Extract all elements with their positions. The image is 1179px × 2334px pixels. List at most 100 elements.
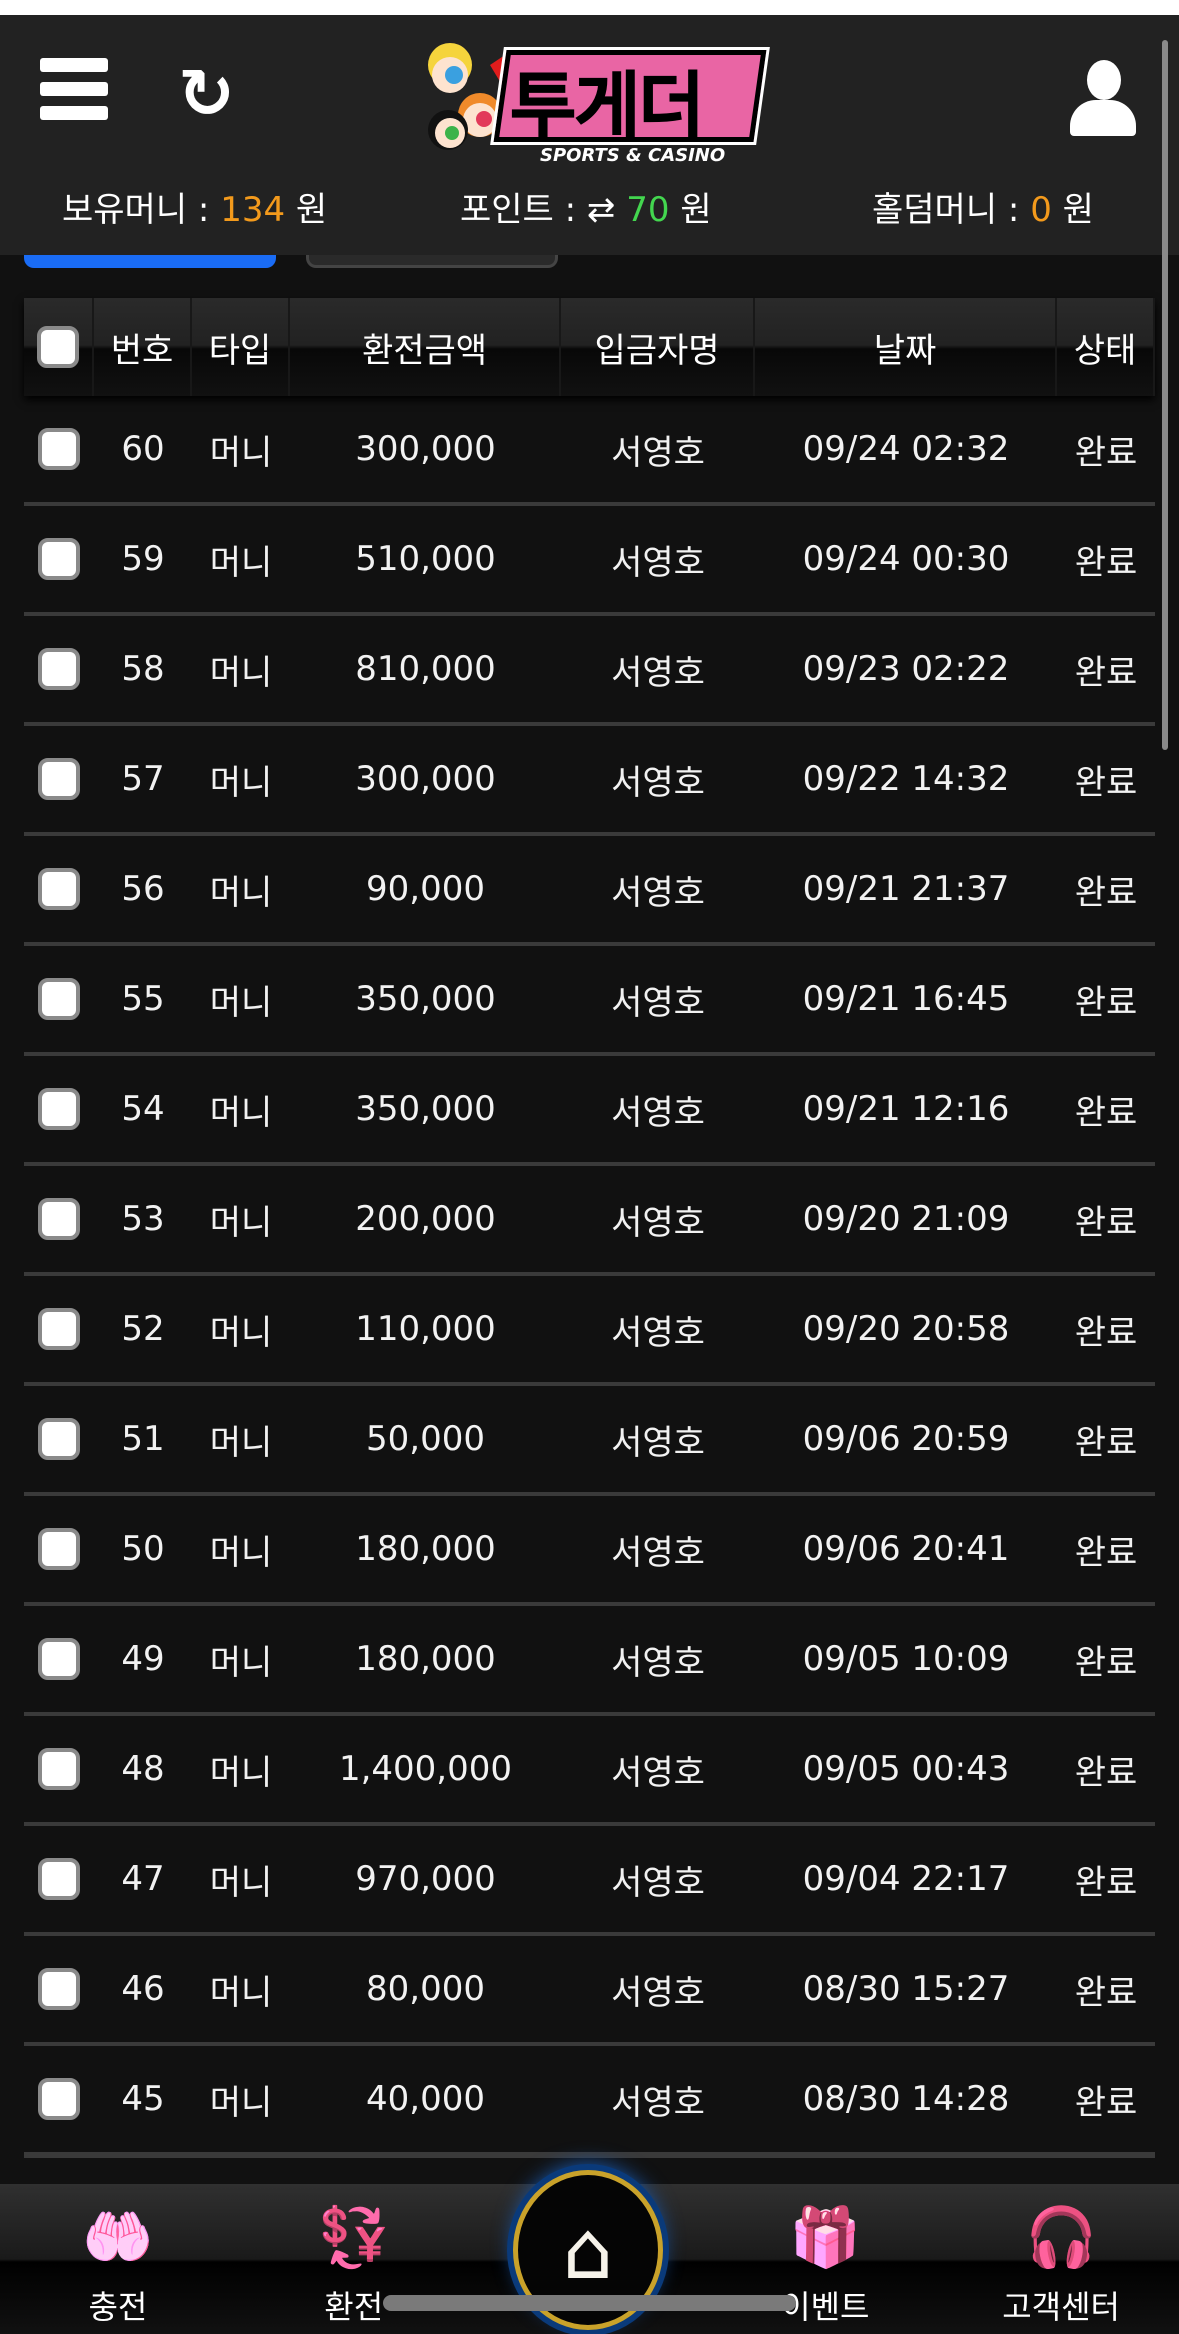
row-checkbox[interactable] [38, 758, 80, 800]
table-row[interactable]: 48 머니 1,400,000 서영호 09/05 00:43 완료 [24, 1716, 1155, 1826]
row-number: 54 [121, 1089, 165, 1129]
table-row[interactable]: 54 머니 350,000 서영호 09/21 12:16 완료 [24, 1056, 1155, 1166]
point-stat: 포인트 : ⇄ 70 원 [460, 185, 712, 235]
row-status: 완료 [1074, 2082, 1138, 2123]
row-checkbox[interactable] [38, 1528, 80, 1570]
row-checkbox[interactable] [38, 1308, 80, 1350]
divider [24, 2154, 1155, 2158]
row-type: 머니 [209, 1862, 273, 1903]
table-row[interactable]: 52 머니 110,000 서영호 09/20 20:58 완료 [24, 1276, 1155, 1386]
user-icon[interactable] [1070, 60, 1136, 136]
table-row[interactable]: 56 머니 90,000 서영호 09/21 21:37 완료 [24, 836, 1155, 946]
row-number: 51 [121, 1419, 165, 1459]
row-date: 09/21 21:37 [802, 869, 1010, 909]
table-row[interactable]: 50 머니 180,000 서영호 09/06 20:41 완료 [24, 1496, 1155, 1606]
refresh-icon[interactable]: ↻ [178, 55, 235, 134]
point-label: 포인트 : [460, 190, 577, 230]
row-date: 08/30 14:28 [802, 2079, 1010, 2119]
balance-label: 보유머니 : [62, 190, 210, 230]
row-checkbox[interactable] [38, 1198, 80, 1240]
row-depositor: 서영호 [611, 1092, 705, 1133]
table-row[interactable]: 49 머니 180,000 서영호 09/05 10:09 완료 [24, 1606, 1155, 1716]
row-amount: 350,000 [355, 1089, 496, 1129]
exchange-icon[interactable]: ⇄ [586, 190, 616, 230]
row-date: 09/21 16:45 [802, 979, 1010, 1019]
row-checkbox[interactable] [38, 1748, 80, 1790]
row-status: 완료 [1074, 1532, 1138, 1573]
nav-item-hand-coin[interactable]: 🤲 충전 [0, 2184, 236, 2334]
select-all-checkbox[interactable] [37, 326, 79, 368]
gift-icon: 🎁 [789, 2203, 862, 2271]
col-type: 타입 [192, 298, 290, 396]
row-number: 52 [121, 1309, 165, 1349]
point-unit: 원 [680, 190, 712, 230]
row-checkbox[interactable] [38, 978, 80, 1020]
row-checkbox[interactable] [38, 1088, 80, 1130]
nav-label: 고객센터 [1002, 2288, 1120, 2326]
menu-icon[interactable] [40, 58, 108, 120]
row-checkbox[interactable] [38, 2078, 80, 2120]
row-depositor: 서영호 [611, 872, 705, 913]
row-date: 09/04 22:17 [802, 1859, 1010, 1899]
row-amount: 110,000 [355, 1309, 496, 1349]
row-number: 48 [121, 1749, 165, 1789]
status-bar [0, 0, 1179, 15]
nav-item-coin-exchange[interactable]: 💱 환전 [236, 2184, 472, 2334]
row-number: 53 [121, 1199, 165, 1239]
table-row[interactable]: 58 머니 810,000 서영호 09/23 02:22 완료 [24, 616, 1155, 726]
row-status: 완료 [1074, 1642, 1138, 1683]
table-body: 60 머니 300,000 서영호 09/24 02:32 완료 59 머니 5… [24, 396, 1155, 2156]
table-row[interactable]: 57 머니 300,000 서영호 09/22 14:32 완료 [24, 726, 1155, 836]
table-row[interactable]: 59 머니 510,000 서영호 09/24 00:30 완료 [24, 506, 1155, 616]
row-type: 머니 [209, 1752, 273, 1793]
row-amount: 180,000 [355, 1529, 496, 1569]
row-amount: 40,000 [366, 2079, 485, 2119]
row-depositor: 서영호 [611, 762, 705, 803]
row-depositor: 서영호 [611, 1202, 705, 1243]
row-date: 09/20 20:58 [802, 1309, 1010, 1349]
row-checkbox[interactable] [38, 1638, 80, 1680]
table-row[interactable]: 45 머니 40,000 서영호 08/30 14:28 완료 [24, 2046, 1155, 2156]
row-number: 46 [121, 1969, 165, 2009]
logo-text: 투게더 [510, 64, 706, 149]
table-row[interactable]: 47 머니 970,000 서영호 09/04 22:17 완료 [24, 1826, 1155, 1936]
row-amount: 200,000 [355, 1199, 496, 1239]
table-row[interactable]: 60 머니 300,000 서영호 09/24 02:32 완료 [24, 396, 1155, 506]
row-number: 47 [121, 1859, 165, 1899]
row-checkbox[interactable] [38, 648, 80, 690]
nav-item-gift[interactable]: 🎁 이벤트 [707, 2184, 943, 2334]
row-depositor: 서영호 [611, 652, 705, 693]
scrollbar[interactable] [1162, 40, 1168, 750]
row-date: 09/06 20:59 [802, 1419, 1010, 1459]
row-amount: 300,000 [355, 429, 496, 469]
logo[interactable]: 투게더 SPORTS & CASINO [410, 35, 770, 166]
row-number: 57 [121, 759, 165, 799]
row-number: 49 [121, 1639, 165, 1679]
nav-label: 충전 [88, 2288, 148, 2326]
row-checkbox[interactable] [38, 1418, 80, 1460]
table-row[interactable]: 55 머니 350,000 서영호 09/21 16:45 완료 [24, 946, 1155, 1056]
row-checkbox[interactable] [38, 1858, 80, 1900]
row-date: 08/30 15:27 [802, 1969, 1010, 2009]
nav-label: 환전 [324, 2288, 384, 2326]
row-type: 머니 [209, 1092, 273, 1133]
table-row[interactable]: 51 머니 50,000 서영호 09/06 20:59 완료 [24, 1386, 1155, 1496]
table-row[interactable]: 46 머니 80,000 서영호 08/30 15:27 완료 [24, 1936, 1155, 2046]
row-checkbox[interactable] [38, 428, 80, 470]
header: ↻ 투게더 SPORTS & CASINO 보유머니 : 134 원 포인트 :… [0, 15, 1179, 255]
row-checkbox[interactable] [38, 1968, 80, 2010]
point-value: 70 [626, 190, 670, 230]
row-number: 56 [121, 869, 165, 909]
row-date: 09/06 20:41 [802, 1529, 1010, 1569]
row-type: 머니 [209, 652, 273, 693]
nav-item-headset[interactable]: 🎧 고객센터 [943, 2184, 1179, 2334]
row-depositor: 서영호 [611, 2082, 705, 2123]
row-amount: 80,000 [366, 1969, 485, 2009]
col-depositor: 입금자명 [561, 298, 755, 396]
row-type: 머니 [209, 982, 273, 1023]
table-row[interactable]: 53 머니 200,000 서영호 09/20 21:09 완료 [24, 1166, 1155, 1276]
row-checkbox[interactable] [38, 538, 80, 580]
row-status: 완료 [1074, 1752, 1138, 1793]
table-header: 번호 타입 환전금액 입금자명 날짜 상태 [24, 298, 1155, 396]
row-checkbox[interactable] [38, 868, 80, 910]
